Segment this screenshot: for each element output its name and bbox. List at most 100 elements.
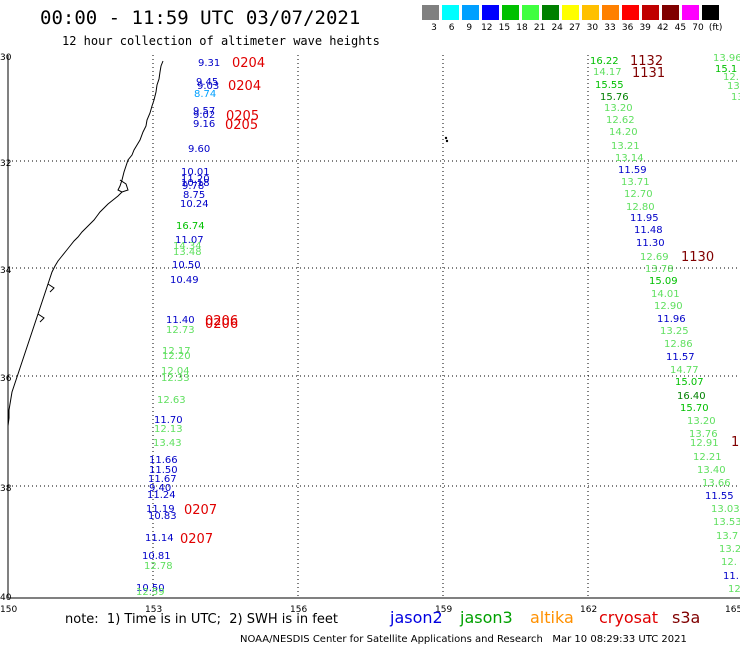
satellite-legend-jason2: jason2 [390,608,443,627]
lat-tick-label: 30 [0,53,12,63]
chart-title: 00:00 - 11:59 UTC 03/07/2021 [40,7,361,29]
wave-height-label: 15.76 [600,92,629,103]
wave-height-label: 10.49 [170,275,199,286]
wave-height-label: 12.70 [624,189,653,200]
wave-height-label: 9.40 [149,483,171,494]
scale-label: 45 [674,23,687,33]
scale-label: 18 [516,23,528,33]
scale-label: 21 [533,23,546,33]
wave-height-label: 12 [728,584,740,595]
wave-height-label: 11.66 [149,455,178,466]
wave-height-label: 11.59 [618,165,647,176]
scale-swatch [642,5,659,20]
wave-height-label: 15.1 [715,64,737,75]
wave-height-label: 13.14 [615,153,644,164]
scale-swatch [582,5,599,20]
wave-height-label: 12.20 [162,351,191,362]
scale-label: 42 [657,23,669,33]
lat-tick-label: 40 [0,593,12,603]
wave-height-label: 12. [721,557,737,568]
wave-height-label: 11.40 [166,315,195,326]
footer-credit: NOAA/NESDIS Center for Satellite Applica… [240,634,687,645]
wave-height-label: 8.74 [194,89,216,100]
wave-height-label: 11.14 [145,533,174,544]
scale-label: 36 [621,23,634,33]
satellite-legend-jason3: jason3 [460,608,513,627]
scale-label: 6 [448,23,455,33]
time-label: 0206 [205,317,238,332]
wave-height-label: 11.24 [147,490,176,501]
wave-height-label: 14.20 [609,127,638,138]
scale-swatch [682,5,699,20]
wave-height-label: 13.03 [711,504,740,515]
wave-height-label: 13.21 [611,141,640,152]
wave-height-label: 16.22 [590,56,619,67]
wave-height-label: 13.43 [153,438,182,449]
wave-height-label: 11.48 [634,225,663,236]
time-label: 0206 [205,314,238,329]
lat-tick-label: 34 [0,266,12,276]
wave-height-label: 9.57 [193,106,215,117]
wave-height-label: 11.19 [146,504,175,515]
wave-height-label: 13.20 [687,416,716,427]
wave-height-label: 10.81 [142,551,171,562]
wave-height-label: 13.40 [697,465,726,476]
wave-height-label: 11.55 [705,491,734,502]
wave-height-label: 9.16 [193,119,215,130]
scale-label: 30 [586,23,599,33]
scale-label: 39 [639,23,651,33]
wave-height-label: 15.09 [649,276,678,287]
wave-height-label: 9.45 [196,77,218,88]
scale-swatch [702,5,719,20]
wave-height-label: 12.80 [626,202,655,213]
wave-height-label: 13.76 [689,429,718,440]
wave-height-label: 15.70 [680,403,709,414]
wave-height-label: 10.50 [172,260,201,271]
wave-height-label: 15.07 [675,377,704,388]
scale-swatch [522,5,539,20]
wave-height-label: 11.95 [630,213,659,224]
wave-height-label: 12.33 [161,373,190,384]
wave-height-label: 12.78 [144,561,173,572]
scale-swatch [622,5,639,20]
lon-tick-label: 153 [145,605,162,615]
east-altimeter-track: 16.2214.1715.5515.7613.2012.6214.2013.21… [590,56,740,595]
wave-height-label: 11.50 [149,465,178,476]
wave-height-label: 13.25 [660,326,689,337]
time-label: 1132 [630,54,663,69]
time-label: 0204 [228,79,261,94]
wave-height-label: 13 [731,92,740,103]
wave-height-label: 11.67 [148,474,177,485]
chart-subtitle: 12 hour collection of altimeter wave hei… [62,34,380,48]
wave-height-label: 11.20 [181,174,210,185]
wave-height-label: 12.63 [157,395,186,406]
lat-tick-label: 36 [0,374,12,384]
wave-height-label: 10.83 [148,511,177,522]
lon-tick-label: 150 [0,605,17,615]
time-label: 1131 [632,66,665,81]
time-label: 0205 [225,118,258,133]
wave-height-label: 10.01 [181,167,210,178]
wave-height-label: 10.50 [136,583,165,594]
wave-height-label: 14.34 [173,241,202,252]
wave-height-label: 11.70 [154,415,183,426]
scale-swatch [662,5,679,20]
wave-height-label: 12.59 [136,587,165,598]
wave-height-label: 8.75 [183,190,205,201]
wave-height-label: 12.69 [640,252,669,263]
scale-label: 15 [498,23,511,33]
wave-height-label: 12.17 [162,346,191,357]
scale-label: 33 [604,23,616,33]
wave-height-label: 9.60 [188,144,210,155]
wave-height-label: 14.77 [670,365,699,376]
wave-height-label: 11.96 [657,314,686,325]
west-altimeter-track: 9.319.459.038.749.579.029.169.6010.0111.… [136,58,220,598]
time-label: 0204 [232,56,265,71]
axis-tick-labels: 150 153 156 159 162 165 30 32 34 36 38 40 [0,53,740,615]
wave-height-label: 16.74 [176,221,205,232]
scale-label: (ft) [708,23,723,33]
scale-swatch [502,5,519,20]
wave-height-label: 9.02 [193,110,215,121]
lat-tick-label: 38 [0,484,12,494]
